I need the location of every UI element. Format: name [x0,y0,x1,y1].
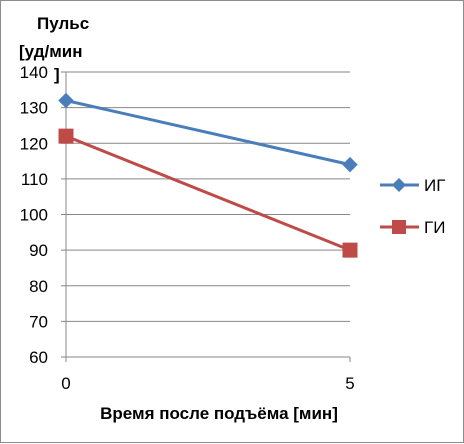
legend-marker-2 [392,220,406,234]
y-tick-labels: 60 70 80 90 100 110 120 130 140 [20,63,48,367]
y-axis-title-line-2: [уд/мин [19,42,83,61]
x-tick-label-0: 0 [61,374,70,393]
y-tick-label-80: 80 [29,277,48,296]
series-1-point-1 [342,156,358,173]
legend-label-1: ИГ [424,176,445,195]
y-axis-title-line-3: ] [54,65,60,84]
y-tick-label-130: 130 [20,99,48,118]
y-tick-label-110: 110 [21,170,48,189]
series-line-1 [65,99,351,167]
y-tick-label-90: 90 [29,241,48,260]
x-axis-title: Время после подъёма [мин] [100,404,338,423]
legend: ИГ ГИ [380,176,445,237]
x-tick-label-5: 5 [345,374,354,393]
series-markers [58,92,358,258]
y-axis-title: Пульс [уд/мин] [19,14,89,84]
series-line-2 [65,134,351,252]
y-tick-label-140: 140 [20,63,48,82]
legend-label-2: ГИ [424,218,445,237]
series-1-point-0 [58,92,74,109]
y-axis-title-line-1: Пульс [37,14,89,33]
series-2-point-1 [342,242,358,258]
series-2-point-0 [58,128,74,144]
legend-marker-1 [392,178,406,192]
y-tick-label-70: 70 [29,312,48,331]
y-tick-label-60: 60 [29,348,48,367]
y-tick-label-100: 100 [20,206,48,225]
gridlines [66,71,350,358]
y-tick-label-120: 120 [20,134,48,153]
axes [61,71,351,362]
series-lines [65,99,351,252]
